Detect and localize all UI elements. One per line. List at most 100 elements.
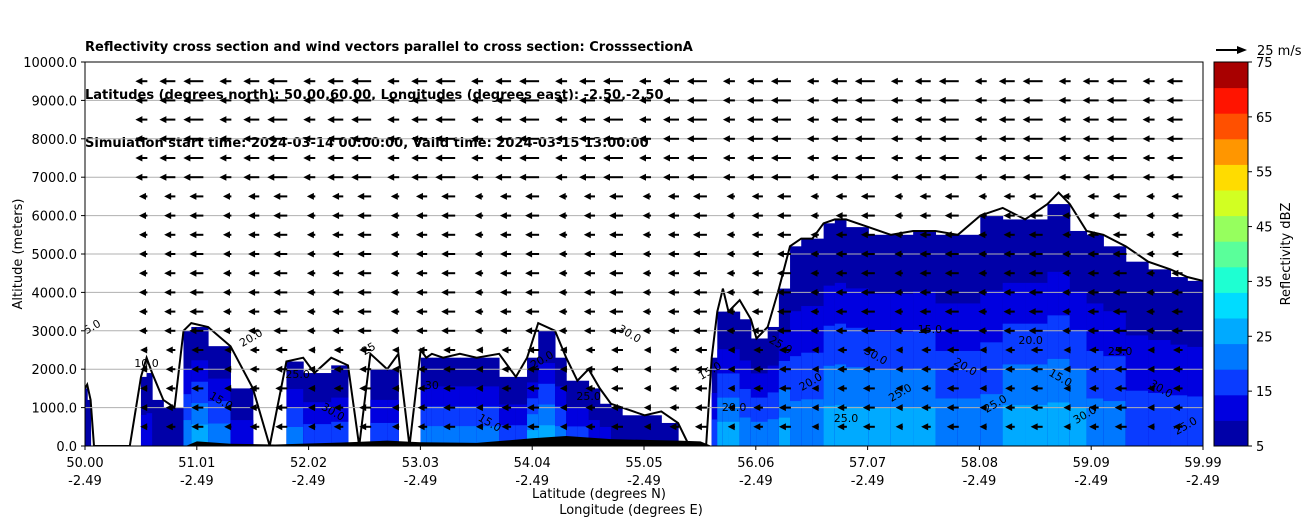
wind-vector-head <box>938 96 946 104</box>
reflectivity-cell <box>599 403 612 446</box>
colorbar-tick-label: 75 <box>1256 56 1273 71</box>
wind-vector-head <box>583 308 591 316</box>
wind-vector-head <box>669 423 677 431</box>
reflectivity-cell <box>717 397 724 446</box>
wind-vector-head <box>390 231 398 239</box>
reflectivity-cell <box>1086 398 1104 446</box>
wind-vector-head <box>499 327 507 335</box>
wind-vector-head <box>1003 192 1011 200</box>
wind-vector-head <box>306 288 314 296</box>
wind-vector-head <box>1171 308 1179 316</box>
wind-vector-head <box>183 135 191 143</box>
wind-vector-head <box>727 346 735 354</box>
wind-vector-head <box>830 96 838 104</box>
reflectivity-cell <box>957 398 981 446</box>
wind-vector-head <box>998 154 1006 162</box>
wind-vector-head <box>1058 77 1066 85</box>
wind-vector-head <box>222 308 230 316</box>
y-tick-label: 6000.0 <box>32 210 78 225</box>
wind-vector-head <box>1062 231 1070 239</box>
wind-vector-head <box>921 404 929 412</box>
wind-vector-head <box>159 96 167 104</box>
wind-vector-head <box>938 154 946 162</box>
wind-vector-head <box>583 327 591 335</box>
wind-vector-head <box>527 384 535 392</box>
wind-vector-head <box>603 154 611 162</box>
wind-vector-head <box>189 269 197 277</box>
x-tick-label-longitude: -2.49 <box>739 474 773 489</box>
contour-label: 25 <box>359 340 378 358</box>
wind-vector-head <box>585 384 593 392</box>
wind-vector-head <box>359 365 367 373</box>
wind-vector-head <box>1058 154 1066 162</box>
x-tick-label-longitude: -2.49 <box>292 474 326 489</box>
colorbar-segment <box>1214 190 1248 217</box>
wind-vector-head <box>495 135 503 143</box>
wind-vector-head <box>1022 96 1030 104</box>
wind-vector-head <box>583 192 591 200</box>
wind-vector-head <box>1062 212 1070 220</box>
wind-vector-head <box>914 96 922 104</box>
wind-vector-head <box>642 231 650 239</box>
wind-vector-head <box>692 269 700 277</box>
wind-vector-head <box>692 327 700 335</box>
wind-vector-head <box>811 384 819 392</box>
wind-vector-head <box>746 116 754 124</box>
wind-vector-head <box>894 269 902 277</box>
wind-vector-head <box>165 346 173 354</box>
wind-vector-head <box>921 384 929 392</box>
wind-vector-head <box>1147 346 1155 354</box>
wind-vector-head <box>559 423 567 431</box>
wind-vector-head <box>998 116 1006 124</box>
y-tick-label: 5000.0 <box>32 248 78 263</box>
wind-vector-head <box>835 231 843 239</box>
wind-vector-head <box>415 250 423 258</box>
wind-vector-head <box>1106 154 1114 162</box>
wind-vector-head <box>525 288 533 296</box>
wind-vector-head <box>273 250 281 258</box>
wind-vector-head <box>974 96 982 104</box>
wind-vector-head <box>944 250 952 258</box>
wind-vector-head <box>164 250 172 258</box>
wind-vector-head <box>751 269 759 277</box>
wind-vector-head <box>248 327 256 335</box>
wind-vector-head <box>746 173 754 181</box>
wind-vector-head <box>667 288 675 296</box>
reflectivity-cell <box>527 430 539 446</box>
wind-vector-head <box>919 212 927 220</box>
wind-vector-head <box>387 116 395 124</box>
wind-vector-head <box>946 404 954 412</box>
wind-vector-head <box>435 135 443 143</box>
wind-vector-head <box>643 365 651 373</box>
y-tick-label: 1000.0 <box>32 402 78 417</box>
wind-vector-head <box>669 384 677 392</box>
wind-vector-head <box>1112 212 1120 220</box>
wind-vector-head <box>609 192 617 200</box>
wind-vector-head <box>248 212 256 220</box>
wind-vector-head <box>303 77 311 85</box>
wind-vector-head <box>1028 269 1036 277</box>
wind-vector-head <box>1112 308 1120 316</box>
wind-vector-head <box>1022 135 1030 143</box>
wind-vector-head <box>183 154 191 162</box>
wind-vector-head <box>860 250 868 258</box>
wind-vector-head <box>1171 212 1179 220</box>
colorbar-segment <box>1214 343 1248 370</box>
wind-vector-head <box>1114 404 1122 412</box>
wind-vector-head <box>219 173 227 181</box>
wind-vector-head <box>1114 384 1122 392</box>
wind-vector-head <box>140 365 148 373</box>
wind-vector-head <box>835 308 843 316</box>
wind-vector-head <box>642 269 650 277</box>
wind-vector-head <box>267 135 275 143</box>
wind-vector-head <box>770 116 778 124</box>
wind-vector-head <box>810 212 818 220</box>
wind-vector-head <box>686 96 694 104</box>
wind-vector-head <box>722 135 730 143</box>
wind-vector-head <box>387 96 395 104</box>
wind-vector-head <box>778 365 786 373</box>
wind-vector-head <box>138 212 146 220</box>
wind-vector-head <box>558 231 566 239</box>
wind-vector-head <box>189 288 197 296</box>
wind-vector-head <box>692 192 700 200</box>
